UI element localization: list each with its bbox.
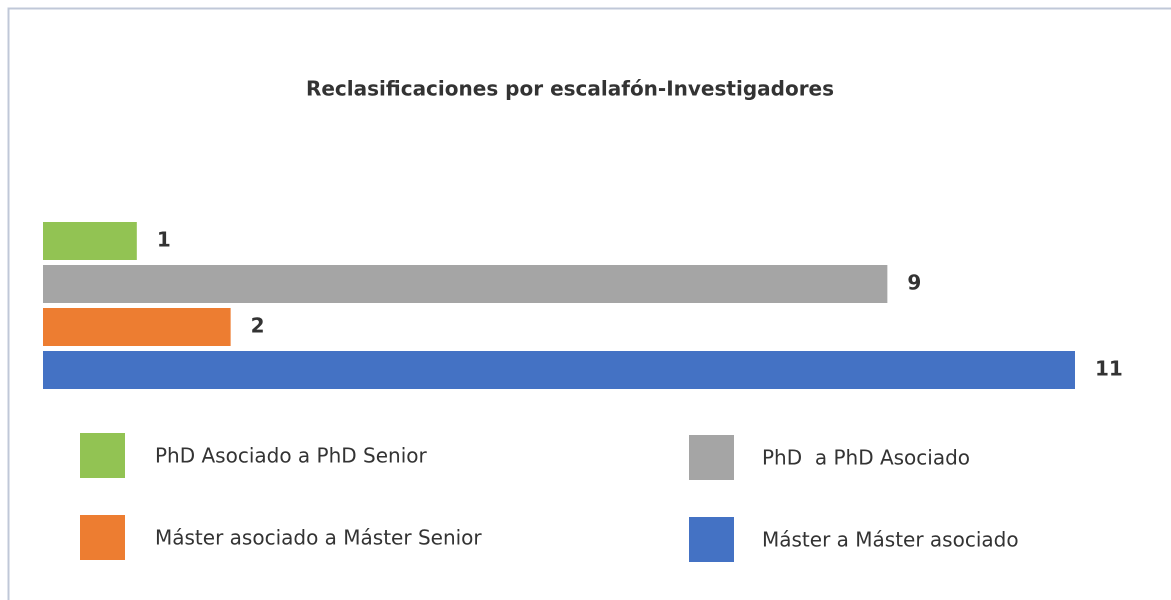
- legend-swatch: [689, 517, 734, 562]
- legend-swatch: [689, 435, 734, 480]
- bar: [43, 222, 137, 260]
- legend-swatch: [80, 433, 125, 478]
- legend-label: Máster a Máster asociado: [762, 528, 1019, 552]
- legend-label: Máster asociado a Máster Senior: [155, 526, 482, 550]
- value-label: 9: [907, 271, 921, 295]
- value-label: 1: [157, 228, 171, 252]
- chart-frame: [7, 7, 1171, 600]
- bar: [43, 308, 231, 346]
- legend-label: PhD a PhD Asociado: [762, 446, 970, 470]
- value-label: 11: [1095, 357, 1123, 381]
- bar: [43, 265, 888, 303]
- legend-swatch: [80, 515, 125, 560]
- value-label: 2: [251, 314, 265, 338]
- legend-label: PhD Asociado a PhD Senior: [155, 444, 428, 468]
- bar: [43, 351, 1075, 389]
- chart-title: Reclasificaciones por escalafón-Investig…: [306, 77, 834, 101]
